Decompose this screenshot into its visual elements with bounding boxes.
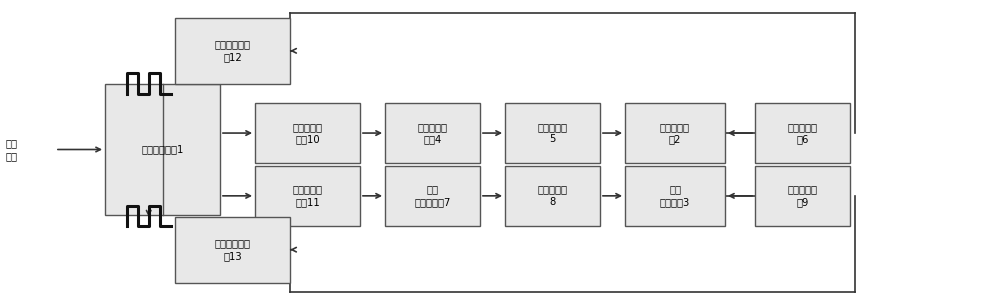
Text: 控制
信号: 控制 信号 xyxy=(5,138,17,161)
Bar xyxy=(625,166,725,226)
Text: 第一速度传感
器12: 第一速度传感 器12 xyxy=(214,40,250,62)
Text: 第二比例阀
8: 第二比例阀 8 xyxy=(538,185,568,207)
Text: 可编程控制器1: 可编程控制器1 xyxy=(141,144,184,155)
Bar xyxy=(625,103,725,163)
Text: 第一比例阀
5: 第一比例阀 5 xyxy=(538,122,568,144)
Text: 第一数模转
换器10: 第一数模转 换器10 xyxy=(292,122,322,144)
Bar xyxy=(755,166,850,226)
Text: 第一比例放
大器4: 第一比例放 大器4 xyxy=(418,122,448,144)
Bar xyxy=(105,84,220,215)
Bar xyxy=(175,217,290,283)
Text: 第一减速电
机6: 第一减速电 机6 xyxy=(788,122,818,144)
Text: 第二减速电
机9: 第二减速电 机9 xyxy=(788,185,818,207)
Bar xyxy=(385,166,480,226)
Bar xyxy=(255,166,360,226)
Bar xyxy=(505,103,600,163)
Text: 第一液压马
达2: 第一液压马 达2 xyxy=(660,122,690,144)
Bar xyxy=(505,166,600,226)
Text: 第二
液压马达3: 第二 液压马达3 xyxy=(660,185,690,207)
Text: 第一数模转
换器11: 第一数模转 换器11 xyxy=(292,185,322,207)
Bar xyxy=(175,18,290,84)
Bar xyxy=(755,103,850,163)
Text: 第二
比例放大器7: 第二 比例放大器7 xyxy=(414,185,451,207)
Bar xyxy=(385,103,480,163)
Text: 第二速度传感
器13: 第二速度传感 器13 xyxy=(214,239,250,261)
Bar xyxy=(255,103,360,163)
